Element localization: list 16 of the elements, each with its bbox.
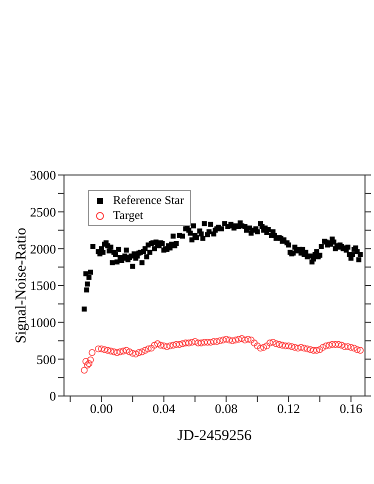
- x-tick-label: 0.08: [214, 401, 238, 416]
- y-tick-label: 2000: [30, 241, 56, 256]
- x-tick-label: 0.04: [152, 401, 176, 416]
- y-tick-label: 1000: [30, 314, 56, 330]
- y-tick-label: 1500: [30, 278, 56, 294]
- x-tick-label: 0.12: [277, 401, 300, 416]
- x-axis-title: JD-2459256: [177, 428, 252, 444]
- legend-label: Reference Star: [113, 193, 184, 208]
- x-tick-label: 0.00: [90, 401, 113, 416]
- x-tick-label: 0.16: [340, 401, 363, 416]
- y-tick-label: 3000: [30, 168, 56, 183]
- y-tick-label: 2500: [30, 204, 56, 220]
- y-tick-label: 500: [36, 352, 56, 367]
- legend-label: Target: [113, 208, 144, 223]
- y-tick-label: 0: [50, 388, 56, 404]
- y-axis-title: Signal-Noise-Ratio: [13, 228, 30, 344]
